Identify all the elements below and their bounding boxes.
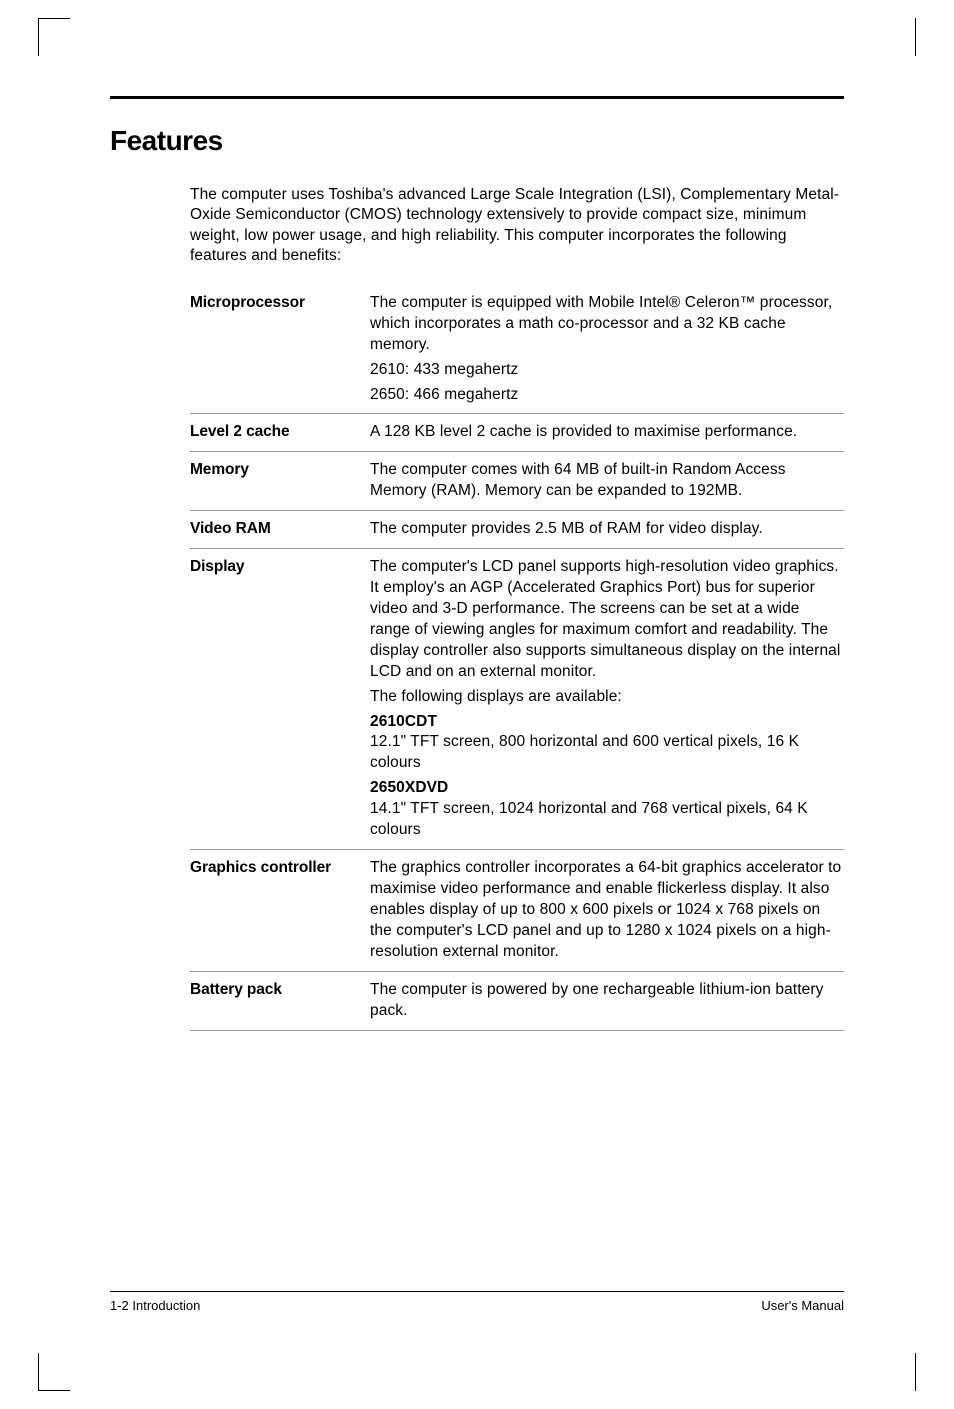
text: The computer's LCD panel supports high-r…	[370, 557, 844, 683]
text: The graphics controller incorporates a 6…	[370, 858, 844, 963]
footer-left: 1-2 Introduction	[110, 1298, 200, 1313]
page-heading: Features	[110, 125, 844, 157]
row-graphics: Graphics controller The graphics control…	[190, 849, 844, 971]
text: 2610: 433 megahertz	[370, 360, 844, 381]
label-graphics: Graphics controller	[190, 858, 370, 963]
text: 2610CDT 12.1" TFT screen, 800 horizontal …	[370, 712, 844, 775]
page-footer: 1-2 Introduction User's Manual	[110, 1291, 844, 1313]
desc-display: The computer's LCD panel supports high-r…	[370, 557, 844, 841]
label-microprocessor: Microprocessor	[190, 293, 370, 406]
crop-mark-bl	[38, 1353, 70, 1391]
crop-mark-tl	[38, 18, 70, 56]
label-l2cache: Level 2 cache	[190, 422, 370, 443]
text: 2650: 466 megahertz	[370, 385, 844, 406]
row-l2cache: Level 2 cache A 128 KB level 2 cache is …	[190, 413, 844, 451]
sub-heading: 2610CDT	[370, 713, 437, 730]
footer-right: User's Manual	[761, 1298, 844, 1313]
intro-paragraph: The computer uses Toshiba's advanced Lar…	[190, 185, 844, 267]
text: The following displays are available:	[370, 687, 844, 708]
row-microprocessor: Microprocessor The computer is equipped …	[190, 285, 844, 414]
text: 12.1" TFT screen, 800 horizontal and 600…	[370, 733, 799, 771]
row-display: Display The computer's LCD panel support…	[190, 548, 844, 849]
label-battery: Battery pack	[190, 980, 370, 1022]
desc-videoram: The computer provides 2.5 MB of RAM for …	[370, 519, 844, 540]
features-table: Microprocessor The computer is equipped …	[190, 285, 844, 1030]
text: 2650XDVD 14.1" TFT screen, 1024 horizonta…	[370, 778, 844, 841]
text: 14.1" TFT screen, 1024 horizontal and 76…	[370, 800, 808, 838]
crop-mark-tr	[915, 18, 916, 56]
label-videoram: Video RAM	[190, 519, 370, 540]
table-bottom-rule	[190, 1030, 844, 1031]
desc-microprocessor: The computer is equipped with Mobile Int…	[370, 293, 844, 406]
text: The computer comes with 64 MB of built-i…	[370, 460, 844, 502]
text: The computer is equipped with Mobile Int…	[370, 293, 844, 356]
text: The computer is powered by one rechargea…	[370, 980, 844, 1022]
desc-l2cache: A 128 KB level 2 cache is provided to ma…	[370, 422, 844, 443]
row-battery: Battery pack The computer is powered by …	[190, 971, 844, 1030]
header-rule	[110, 96, 844, 99]
crop-mark-br	[915, 1353, 916, 1391]
sub-heading: 2650XDVD	[370, 779, 448, 796]
label-display: Display	[190, 557, 370, 841]
desc-battery: The computer is powered by one rechargea…	[370, 980, 844, 1022]
text: A 128 KB level 2 cache is provided to ma…	[370, 422, 844, 443]
desc-graphics: The graphics controller incorporates a 6…	[370, 858, 844, 963]
text: The computer provides 2.5 MB of RAM for …	[370, 519, 844, 540]
desc-memory: The computer comes with 64 MB of built-i…	[370, 460, 844, 502]
page-content: Features The computer uses Toshiba's adv…	[110, 96, 844, 1313]
label-memory: Memory	[190, 460, 370, 502]
row-videoram: Video RAM The computer provides 2.5 MB o…	[190, 510, 844, 548]
row-memory: Memory The computer comes with 64 MB of …	[190, 451, 844, 510]
